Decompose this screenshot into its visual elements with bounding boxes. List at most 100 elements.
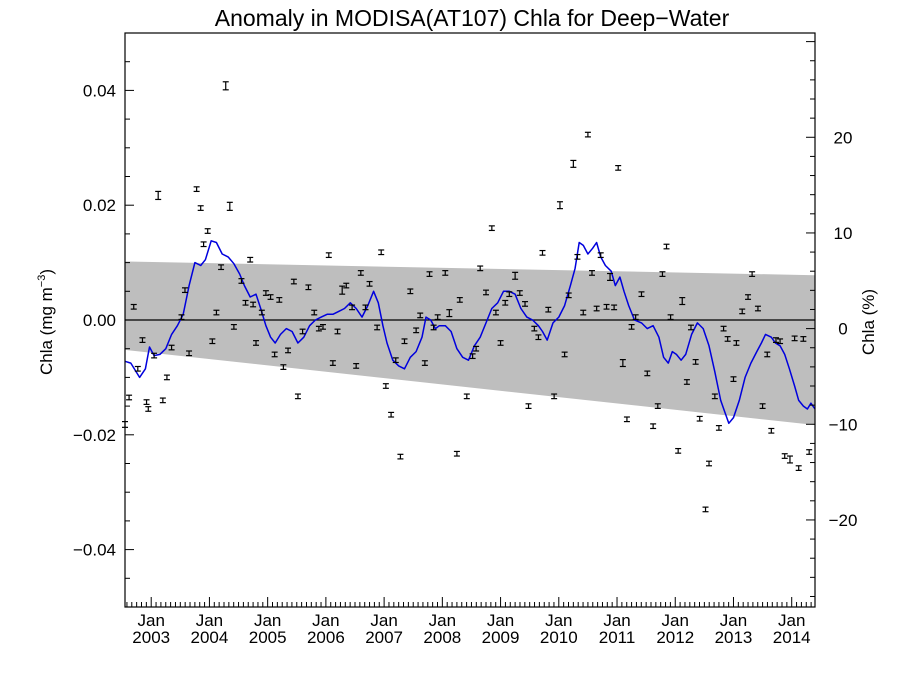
error-bar-point (565, 292, 572, 299)
error-bar-point (366, 280, 373, 287)
error-bar-point (659, 271, 666, 277)
error-bar-point (222, 81, 229, 91)
error-bar-point (407, 288, 414, 295)
y-axis-label-main: Chla (mg m (37, 287, 56, 375)
y-tick-label: 0.04 (83, 81, 116, 100)
error-bar-point (151, 352, 158, 359)
error-bar-point (473, 345, 480, 352)
error-bar-point (271, 351, 278, 358)
error-bar-point (421, 360, 428, 366)
error-bar-point (250, 301, 257, 308)
error-bar-point (791, 335, 798, 342)
error-bar-point (733, 340, 740, 346)
error-bar-point (535, 334, 542, 341)
error-bar-point (619, 359, 626, 368)
error-bar-point (294, 393, 301, 400)
error-bar-point (388, 411, 395, 418)
error-bar-point (525, 403, 532, 409)
error-bar-point (679, 297, 686, 306)
error-bar-point (392, 357, 399, 364)
error-bar-point (623, 416, 630, 423)
x-tick-month-label: Jan (429, 611, 456, 630)
error-bar-point (800, 336, 807, 342)
error-bar-point (488, 225, 495, 232)
y2-tick-label: 0 (838, 320, 847, 339)
error-bar-point (754, 305, 761, 312)
x-tick-year-label: 2004 (191, 628, 229, 647)
error-bar-point (749, 271, 756, 277)
error-bar-point (492, 309, 499, 316)
error-bar-point (247, 256, 254, 263)
error-bar-point (130, 303, 137, 310)
x-tick-year-label: 2012 (656, 628, 694, 647)
x-tick-month-label: Jan (196, 611, 223, 630)
error-bar-point (357, 270, 364, 276)
error-bar-point (280, 364, 287, 370)
error-bar-point (516, 290, 523, 296)
error-bar-point (159, 397, 166, 404)
error-bar-point (469, 353, 476, 360)
y-axis-label-close: ) (37, 269, 56, 275)
error-bar-point (209, 338, 216, 345)
error-bar-point (615, 164, 622, 171)
error-bar-point (593, 305, 600, 312)
error-bar-points-layer (122, 81, 813, 513)
error-bar-point (730, 376, 737, 383)
error-bar-point (413, 327, 420, 334)
error-bar-point (374, 324, 381, 331)
x-tick-year-label: 2009 (482, 628, 520, 647)
error-bar-point (434, 314, 441, 321)
error-bar-point (675, 447, 682, 454)
error-bar-point (764, 351, 771, 358)
y-axis-label-exponent: −3 (36, 275, 48, 288)
error-bar-point (551, 393, 558, 400)
error-bar-point (258, 309, 265, 316)
error-bar-point (197, 205, 204, 211)
error-bar-point (556, 201, 563, 210)
error-bar-point (382, 383, 389, 389)
error-bar-point (401, 338, 408, 345)
error-bar-point (299, 328, 306, 335)
x-tick-year-label: 2008 (423, 628, 461, 647)
error-bar-point (186, 350, 193, 357)
error-bar-point (706, 460, 713, 467)
error-bar-point (597, 252, 604, 259)
error-bar-point (315, 325, 322, 332)
error-bar-point (561, 351, 568, 358)
error-bar-point (607, 272, 614, 281)
x-tick-year-label: 2011 (599, 628, 636, 647)
error-bar-point (638, 291, 645, 298)
y2-axis-label: Chla (%) (859, 289, 878, 355)
y-axis-label: Chla (mg m−3) (36, 269, 56, 375)
error-bar-point (570, 159, 577, 168)
y2-tick-label: −20 (829, 511, 858, 530)
error-bar-point (512, 271, 519, 280)
error-bar-point (628, 323, 635, 330)
error-bar-point (502, 299, 509, 306)
error-bar-point (226, 201, 233, 211)
error-bar-point (611, 304, 618, 311)
error-bar-point (213, 309, 220, 316)
x-tick-month-label: Jan (312, 611, 339, 630)
error-bar-point (588, 270, 595, 276)
x-tick-month-label: Jan (137, 611, 164, 630)
error-bar-point (720, 325, 727, 332)
x-tick-year-label: 2007 (365, 628, 403, 647)
x-axis-ticks: Jan2003Jan2004Jan2005Jan2006Jan2007Jan20… (126, 597, 812, 647)
error-bar-point (603, 303, 610, 310)
error-bar-point (574, 253, 581, 260)
error-bar-point (242, 299, 249, 306)
x-tick-month-label: Jan (545, 611, 572, 630)
error-bar-point (580, 309, 587, 316)
error-bar-point (126, 394, 133, 401)
x-tick-month-label: Jan (662, 611, 689, 630)
error-bar-point (531, 325, 538, 332)
error-bar-point (632, 314, 639, 321)
error-bar-point (724, 336, 731, 342)
error-bar-point (290, 278, 297, 285)
error-bar-point (806, 449, 813, 455)
x-tick-year-label: 2003 (132, 628, 170, 647)
error-bar-point (687, 324, 694, 331)
